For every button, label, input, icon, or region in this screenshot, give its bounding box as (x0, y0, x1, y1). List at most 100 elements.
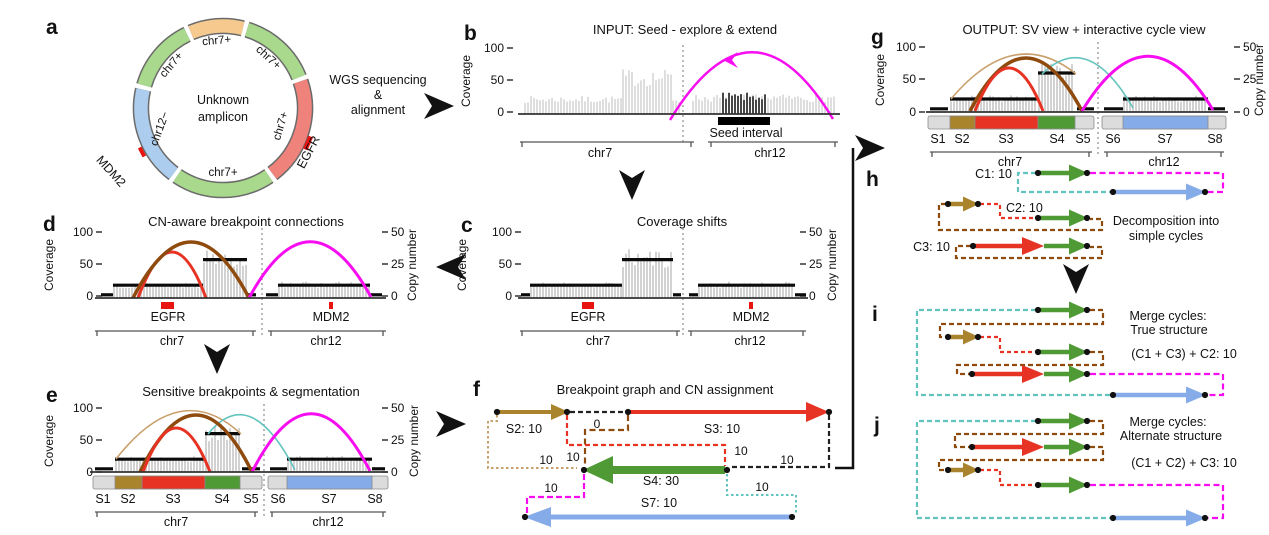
f-edge-tan-dotted (487, 415, 577, 469)
i-brown-edge-2 (955, 350, 1105, 376)
arrow-f-to-g (855, 135, 885, 161)
panel-letter-g: g (871, 26, 884, 49)
c-ylabel: Coverage (455, 239, 469, 291)
f-segment-s2-arrow (497, 404, 569, 420)
ring-segment-chr7-bottom (173, 170, 273, 197)
e-cntick-0: 0 (391, 465, 398, 479)
f-s2-label: S2: 10 (506, 422, 542, 436)
h-c1-label: C1: 10 (975, 167, 1012, 181)
d-mdm2-label: MDM2 (313, 310, 350, 324)
d-ylabel: Coverage (42, 239, 56, 291)
d-cntick-0: 0 (391, 289, 398, 303)
j-formula: (C1 + C2) + C3: 10 (1131, 456, 1237, 470)
e-seg-s2 (114, 475, 143, 490)
d-egfr-marker (161, 302, 174, 309)
panel-d: d CN-aware breakpoint connections Covera… (42, 213, 419, 348)
panel-letter-d: d (43, 213, 56, 236)
g-cn-label: Copy number (1252, 44, 1266, 116)
j-teal-edge (915, 419, 1110, 520)
panel-c-title: Coverage shifts (637, 214, 728, 229)
e-segment-labels: S1 S2 S3 S4 S5 S6 S7 S8 (95, 492, 382, 506)
ring-segment-chr7-tr (244, 23, 306, 81)
e-chr12-label: chr12 (312, 515, 343, 529)
j-gold-arrow (948, 462, 979, 478)
c-cn-label: Copy number (825, 229, 839, 301)
panel-g: g OUTPUT: SV view + interactive cycle vi… (871, 22, 1266, 169)
i-gold-arrow (948, 329, 979, 345)
b-arc-direction-arrow (723, 52, 738, 68)
d-ytick-50: 50 (80, 257, 94, 271)
c-coverage-plot (521, 249, 806, 298)
panel-letter-c: c (461, 214, 473, 237)
i-magenta-edge (1090, 372, 1225, 397)
c-ytick-100: 100 (492, 225, 512, 239)
i-blue-arrow (1113, 386, 1206, 404)
e-ylabel: Coverage (42, 415, 56, 467)
b-ylabel: Coverage (459, 55, 473, 107)
h-c1-teal-edge (1016, 171, 1110, 194)
panel-letter-j: j (873, 414, 880, 437)
f-s4-label: S4: 30 (643, 474, 679, 488)
svg-text:S2: S2 (120, 492, 135, 506)
c-chr7-label: chr7 (586, 334, 610, 348)
g-cntick-0: 0 (1243, 105, 1250, 119)
panel-g-title: OUTPUT: SV view + interactive cycle view (962, 22, 1206, 37)
b-ytick-0: 0 (497, 105, 504, 119)
i-green-arrow-2 (1038, 343, 1088, 361)
ring-label-chr7-bottom: chr7+ (208, 167, 237, 179)
e-coverage-plot (95, 409, 385, 473)
c-cntick-25: 25 (809, 257, 823, 271)
j-brown-edge-2 (937, 445, 1105, 472)
panel-e: e Sensitive breakpoints & segmentation C… (42, 384, 421, 529)
e-ytick-0: 0 (86, 465, 93, 479)
c-egfr-marker (582, 302, 594, 309)
svg-text:S2: S2 (954, 132, 969, 146)
c-mdm2-label: MDM2 (733, 310, 770, 324)
b-chr7-label: chr7 (588, 146, 612, 160)
wgs-label-line1: WGS sequencing (329, 73, 426, 87)
g-seg-s3 (974, 115, 1039, 130)
svg-text:S1: S1 (930, 132, 945, 146)
panel-a: a chr7+ chr7+ chr7+ chr7+ chr7+ chr12− U… (46, 16, 323, 199)
i-teal-edge (915, 308, 1110, 397)
j-green-arrow-2 (1044, 438, 1088, 456)
c-ytick-50: 50 (499, 257, 513, 271)
svg-text:S4: S4 (1049, 132, 1064, 146)
g-seg-s4 (1037, 115, 1076, 130)
e-chr7-label: chr7 (164, 515, 188, 529)
h-c3-green-arrow (1044, 237, 1088, 255)
ring-center-line2: amplicon (198, 110, 248, 124)
panel-letter-f: f (473, 378, 481, 401)
b-coverage-plot (524, 51, 835, 121)
i-formula: (C1 + C3) + C2: 10 (1131, 347, 1237, 361)
svg-text:S4: S4 (214, 492, 229, 506)
panel-letter-b: b (464, 22, 477, 45)
panel-f: f Breakpoint graph and CN assignment S2:… (473, 378, 833, 527)
svg-text:S8: S8 (367, 492, 382, 506)
g-ytick-100: 100 (896, 40, 916, 54)
panel-j: j Merge cycles: Alternate structure (C1 … (873, 412, 1237, 527)
e-seg-s4 (204, 475, 241, 490)
h-c3-red-arrow (973, 237, 1044, 255)
panel-b: b INPUT: Seed - explore & extend Coverag… (459, 22, 840, 160)
ring-segment-chr7-top (188, 19, 245, 39)
ring-segment-chr12-left (134, 88, 178, 179)
h-c1-green-arrow (1038, 164, 1088, 182)
g-seg-s7 (1122, 115, 1209, 130)
svg-text:S5: S5 (243, 492, 258, 506)
amplicon-ring (132, 17, 314, 199)
d-cntick-25: 25 (391, 257, 405, 271)
e-seg-s7 (286, 475, 373, 490)
g-seg-s2 (949, 115, 976, 130)
panel-i: i Merge cycles: True structure (C1 + C3)… (872, 301, 1237, 404)
j-caption-line2: Alternate structure (1120, 429, 1222, 443)
b-ytick-50: 50 (491, 73, 505, 87)
svg-text:S5: S5 (1075, 132, 1090, 146)
b-chr12-label: chr12 (754, 146, 785, 160)
d-ytick-100: 100 (73, 225, 93, 239)
e-ytick-100: 100 (73, 401, 93, 415)
f-edge-brown-dashed (583, 415, 630, 466)
panel-letter-h: h (866, 168, 879, 191)
f-s7-label: S7: 10 (641, 496, 677, 510)
svg-text:S7: S7 (321, 492, 336, 506)
